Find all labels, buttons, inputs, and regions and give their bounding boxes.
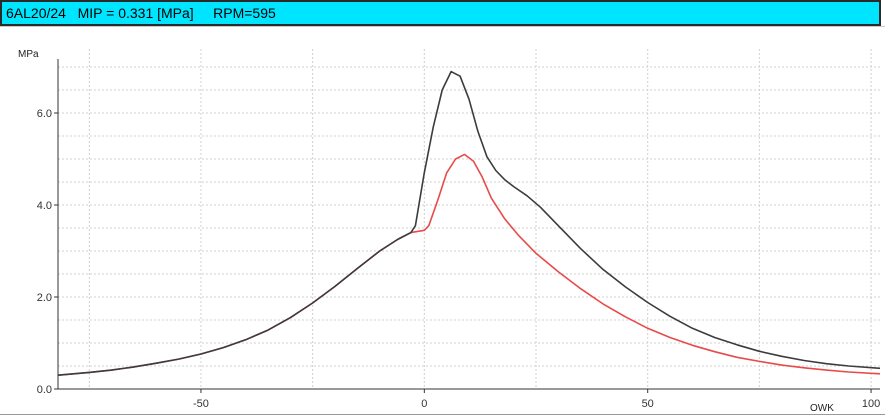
y-tick-label: 0.0 — [37, 384, 52, 396]
x-axis-label: OWK — [810, 403, 834, 414]
pressure-chart: 0.0 2.0 4.0 6.0 -50 0 50 100 MPa OWK — [18, 49, 881, 414]
plot-area: 0.0 2.0 4.0 6.0 -50 0 50 100 MPa OWK — [0, 26, 885, 415]
y-tick-label: 2.0 — [37, 292, 52, 304]
y-tick-label: 4.0 — [37, 200, 52, 212]
title-bar: 6AL20/24 MIP = 0.331 [MPa] RPM=595 — [0, 0, 881, 26]
y-tick-label: 6.0 — [37, 108, 52, 120]
x-tick-label: 100 — [862, 398, 880, 410]
series-line-black — [57, 70, 881, 376]
x-tick-label: 50 — [642, 398, 654, 410]
series-line-red — [57, 153, 881, 376]
x-tick-label: 0 — [421, 398, 427, 410]
y-axis-label: MPa — [18, 49, 39, 60]
x-tick-label: -50 — [193, 398, 209, 410]
